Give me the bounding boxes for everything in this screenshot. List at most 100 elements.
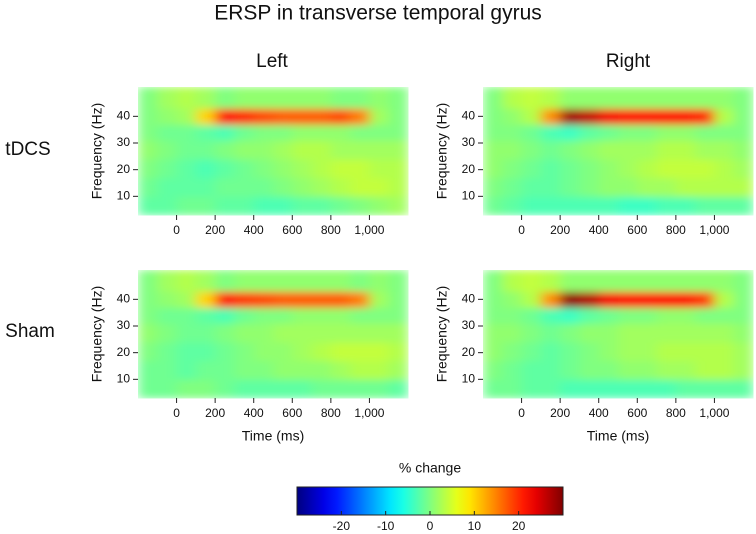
heatmap-cell <box>733 323 754 343</box>
heatmap-cell <box>138 360 158 380</box>
heatmap-cell <box>388 196 409 216</box>
heatmap-cell <box>157 159 178 179</box>
heatmap-cell <box>714 291 735 308</box>
heatmap-cell <box>388 379 409 399</box>
heatmap-cell <box>598 159 619 179</box>
heatmap-cell <box>234 124 255 141</box>
heatmap-cell <box>675 360 696 380</box>
heatmap-cell <box>157 323 178 343</box>
heatmap-cell <box>330 270 351 292</box>
y-axis-label: Frequency (Hz) <box>89 103 105 199</box>
heatmap-cell <box>579 159 600 179</box>
heatmap-cell <box>714 108 735 125</box>
heatmap-cell <box>311 342 332 362</box>
heatmap-cell <box>234 140 255 160</box>
heatmap-cell <box>675 87 696 109</box>
heatmap-cell <box>292 270 313 292</box>
figure-title: ERSP in transverse temporal gyrus <box>214 2 542 25</box>
heatmap-cell <box>695 291 715 308</box>
heatmap-cell <box>330 323 351 343</box>
heatmap-cell <box>176 159 197 179</box>
heatmap-cell <box>195 379 216 399</box>
heatmap-cell <box>253 342 274 362</box>
heatmap-cell <box>540 270 561 292</box>
x-tick-label: 600 <box>627 223 647 237</box>
heatmap-cell <box>733 159 754 179</box>
heatmap-cell <box>598 360 619 380</box>
heatmap-cell <box>540 124 561 141</box>
heatmap-cell <box>656 87 677 109</box>
heatmap-cell <box>388 291 409 308</box>
heatmap-cell <box>311 140 332 160</box>
x-tick-label: 1,000 <box>354 223 384 237</box>
heatmap-cell <box>502 140 523 160</box>
heatmap-cell <box>714 159 735 179</box>
heatmap-cell <box>292 124 313 141</box>
heatmap <box>483 87 754 216</box>
heatmap-cell <box>311 307 332 324</box>
heatmap-cell <box>695 270 715 292</box>
heatmap-cell <box>176 307 197 324</box>
heatmap-cell <box>176 291 197 308</box>
heatmap-cell <box>540 196 561 216</box>
heatmap-cell <box>540 87 561 109</box>
y-tick-label: 20 <box>462 345 476 359</box>
heatmap-cell <box>540 177 561 197</box>
x-axis-label: Time (ms) <box>587 428 649 444</box>
row-title: tDCS <box>5 139 50 160</box>
heatmap-cell <box>195 342 216 362</box>
heatmap-cell <box>733 108 754 125</box>
heatmap-cell <box>695 342 715 362</box>
heatmap-cell <box>253 270 274 292</box>
heatmap-cell <box>292 342 313 362</box>
heatmap-cell <box>560 159 580 179</box>
heatmap-cell <box>483 342 503 362</box>
heatmap-cell <box>656 270 677 292</box>
heatmap-cell <box>695 323 715 343</box>
heatmap-cell <box>157 342 178 362</box>
heatmap-cell <box>388 159 409 179</box>
heatmap-cell <box>598 108 619 125</box>
heatmap-cell <box>579 87 600 109</box>
heatmap-cell <box>292 323 313 343</box>
heatmap-cell <box>292 108 313 125</box>
y-tick-label: 40 <box>117 292 131 306</box>
x-tick-label: 400 <box>244 223 264 237</box>
heatmap-cell <box>157 291 178 308</box>
heatmap-cell <box>733 196 754 216</box>
heatmap-cell <box>502 360 523 380</box>
heatmap-cell <box>502 323 523 343</box>
heatmap-cell <box>234 379 255 399</box>
heatmap-cell <box>502 196 523 216</box>
heatmap-cell <box>618 323 638 343</box>
heatmap-cell <box>521 159 542 179</box>
heatmap-cell <box>311 108 332 125</box>
heatmap-cell <box>521 307 542 324</box>
heatmap-cell <box>502 177 523 197</box>
heatmap-cell <box>502 87 523 109</box>
heatmap-cell <box>637 140 658 160</box>
heatmap-cell <box>502 342 523 362</box>
heatmap-cell <box>637 291 658 308</box>
heatmap-cell <box>253 291 274 308</box>
heatmap-cell <box>369 108 390 125</box>
heatmap-cell <box>579 270 600 292</box>
heatmap-cell <box>215 270 235 292</box>
colorbar-tick-label: -10 <box>377 519 395 533</box>
heatmap-cell <box>273 323 293 343</box>
heatmap-cell <box>330 307 351 324</box>
heatmap-cell <box>560 360 580 380</box>
heatmap-cell <box>273 108 293 125</box>
heatmap-cell <box>483 177 503 197</box>
heatmap-cell <box>273 307 293 324</box>
heatmap-cell <box>714 124 735 141</box>
heatmap-cell <box>234 159 255 179</box>
heatmap-cell <box>330 342 351 362</box>
heatmap-cell <box>253 379 274 399</box>
heatmap-cell <box>579 140 600 160</box>
heatmap-cell <box>695 108 715 125</box>
heatmap-cell <box>388 270 409 292</box>
heatmap-cell <box>176 177 197 197</box>
heatmap-cell <box>388 360 409 380</box>
heatmap-cell <box>350 291 370 308</box>
